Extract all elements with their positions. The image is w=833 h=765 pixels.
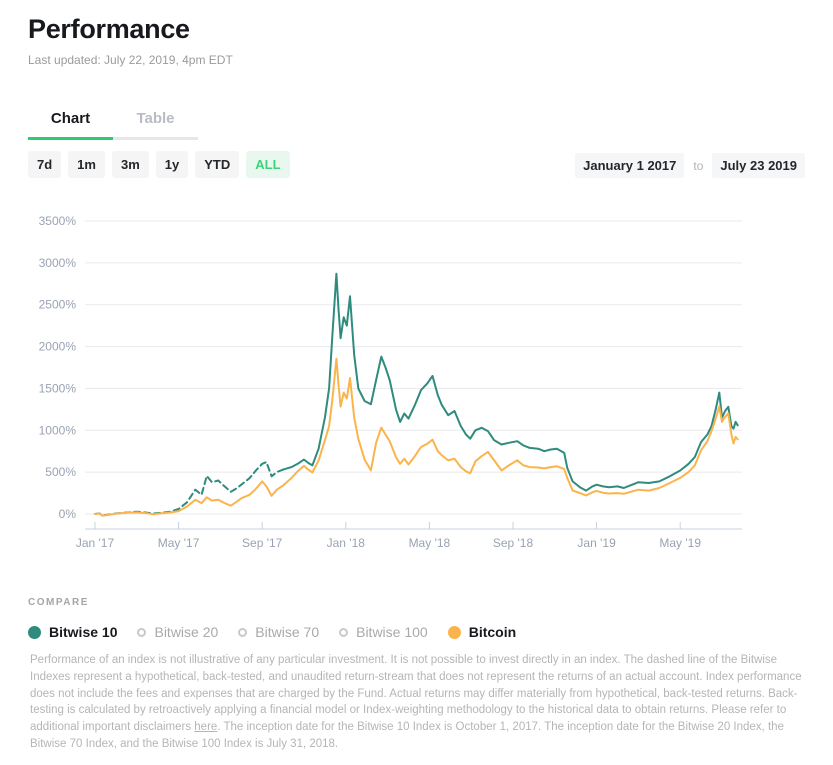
bitwise-100-dot-icon — [339, 627, 349, 637]
bitwise-20-dot-icon — [137, 627, 147, 637]
start-date-chip[interactable]: January 1 2017 — [575, 153, 685, 178]
x-axis-label: Jan '19 — [577, 536, 616, 550]
legend-label: Bitwise 100 — [356, 624, 428, 640]
bitwise-10-line — [282, 272, 739, 492]
tab-underline-table — [113, 137, 198, 140]
compare-label: COMPARE — [28, 597, 89, 608]
last-updated-text: Last updated: July 22, 2019, 4pm EDT — [28, 53, 233, 67]
range-button-ytd[interactable]: YTD — [195, 151, 240, 178]
legend-label: Bitwise 70 — [255, 624, 320, 640]
performance-chart: 0% 500% 1000% 1500% 2000% 2500% 3000% 3500% Jan … — [39, 214, 742, 550]
bitwise-10-line-backtested — [94, 461, 285, 517]
compare-legend: Bitwise 10 Bitwise 20 Bitwise 70 Bitwise… — [28, 624, 516, 640]
y-axis-label: 0% — [59, 507, 77, 521]
x-axis-label: May '17 — [158, 536, 200, 550]
date-range-separator: to — [693, 158, 704, 173]
bitwise-70-dot-icon — [238, 627, 248, 637]
bitwise-10-dot-icon — [28, 625, 41, 639]
x-axis-label: May '18 — [409, 536, 451, 550]
y-axis-label: 3500% — [39, 214, 77, 228]
tab-underline — [28, 137, 198, 140]
time-range-buttons: 7d 1m 3m 1y YTD ALL — [28, 151, 290, 178]
tab-underline-chart — [28, 137, 113, 140]
legend-item-bitwise-10[interactable]: Bitwise 10 — [28, 624, 117, 640]
legend-label: Bitwise 20 — [154, 624, 219, 640]
tab-chart[interactable]: Chart — [50, 110, 91, 127]
date-range: January 1 2017 to July 23 2019 — [575, 153, 805, 178]
bitcoin-line — [94, 357, 739, 517]
legend-item-bitwise-70[interactable]: Bitwise 70 — [238, 624, 319, 640]
x-axis-label: Jan '18 — [327, 536, 366, 550]
page-title: Performance — [28, 14, 190, 44]
x-axis-label: Sep '18 — [493, 536, 534, 550]
y-axis-label: 2500% — [39, 298, 77, 312]
view-tabs: Chart Table — [28, 110, 198, 140]
legend-label: Bitcoin — [468, 624, 517, 640]
disclaimer-before-link: Performance of an index is not illustrat… — [30, 654, 802, 734]
range-button-1m[interactable]: 1m — [68, 151, 105, 178]
disclaimer-text: Performance of an index is not illustrat… — [30, 652, 802, 753]
legend-item-bitwise-20[interactable]: Bitwise 20 — [137, 624, 218, 640]
range-button-7d[interactable]: 7d — [28, 151, 62, 178]
bitcoin-dot-icon — [447, 625, 461, 639]
x-axis-label: Jan '17 — [76, 536, 115, 550]
y-axis-label: 1500% — [39, 381, 77, 395]
disclaimers-link[interactable]: here — [194, 721, 218, 734]
range-button-1y[interactable]: 1y — [155, 151, 189, 178]
tab-table[interactable]: Table — [136, 110, 175, 127]
chart-area: 0% 500% 1000% 1500% 2000% 2500% 3000% 3500% Jan … — [30, 206, 800, 556]
disclaimer-after-link: . The inception date for the Bitwise 10 … — [30, 721, 784, 750]
legend-item-bitcoin[interactable]: Bitcoin — [447, 624, 517, 640]
y-axis-label: 3000% — [39, 256, 77, 270]
range-button-all[interactable]: ALL — [246, 151, 290, 178]
legend-item-bitwise-100[interactable]: Bitwise 100 — [339, 624, 428, 640]
end-date-chip[interactable]: July 23 2019 — [712, 153, 805, 178]
y-axis-label: 500% — [45, 465, 76, 479]
legend-label: Bitwise 10 — [49, 624, 118, 640]
range-button-3m[interactable]: 3m — [111, 151, 149, 178]
y-axis-label: 2000% — [39, 340, 77, 354]
x-axis-label: Sep '17 — [242, 536, 283, 550]
y-axis-label: 1000% — [39, 423, 77, 437]
x-axis-label: May '19 — [659, 536, 701, 550]
